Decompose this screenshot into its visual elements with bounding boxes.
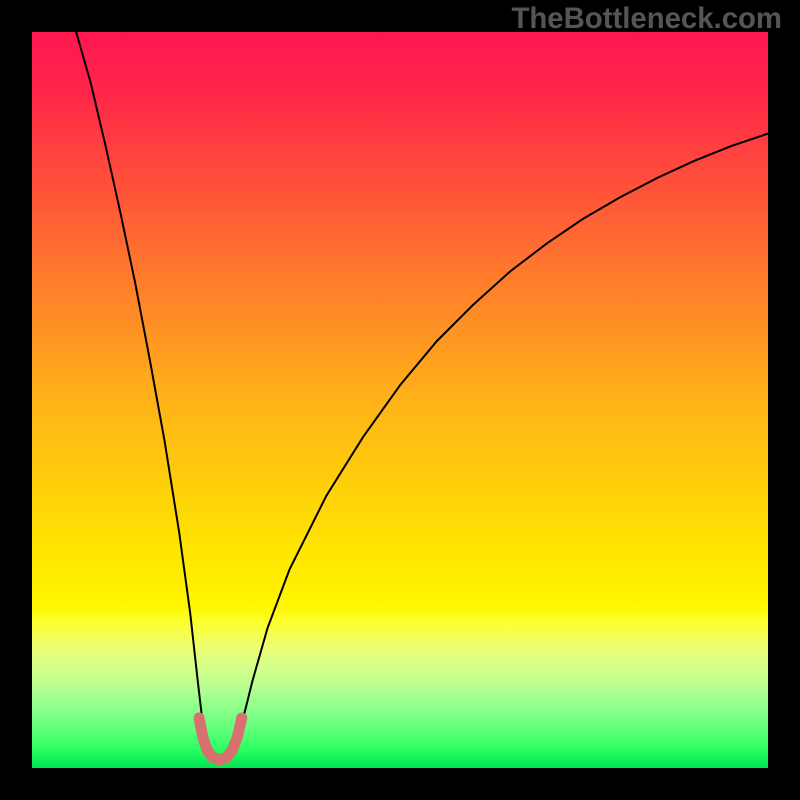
plot-svg: [32, 32, 768, 768]
plot-area: [32, 32, 768, 768]
chart-frame: TheBottleneck.com: [0, 0, 800, 800]
watermark-text: TheBottleneck.com: [511, 2, 782, 36]
gradient-background: [32, 32, 768, 768]
